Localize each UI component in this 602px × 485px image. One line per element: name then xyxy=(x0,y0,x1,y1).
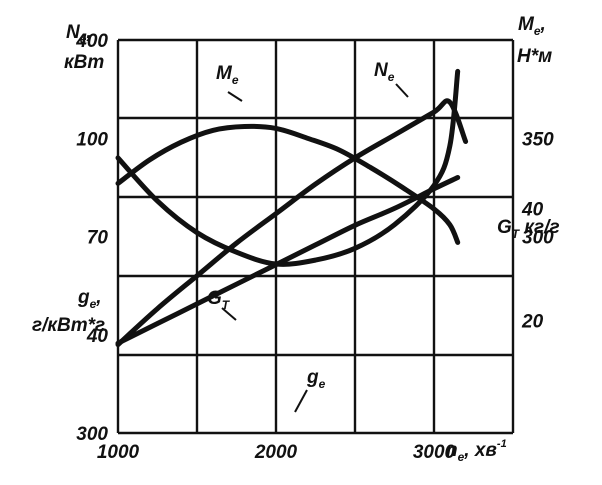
ge-tick-label: 300 xyxy=(76,424,108,445)
me-label-leader xyxy=(227,91,243,102)
ne-axis-title: Ne, xyxy=(66,22,92,46)
me-axis-unit: Н*м xyxy=(517,46,552,67)
me-curve xyxy=(115,123,461,245)
gt-tick-label: 20 xyxy=(521,312,544,333)
ge-tick-label: 400 xyxy=(75,31,108,52)
x-tick-label: 2000 xyxy=(254,442,298,463)
gt-curve-label: GT xyxy=(207,288,231,312)
chart-labels: Ne, кВт Me, Н*м GT кг/г ge, г/кВт*г ne, … xyxy=(32,14,560,464)
plot-grid xyxy=(116,38,515,435)
gt-tick-label: 40 xyxy=(521,199,544,220)
ge-axis-unit: г/кВт*г xyxy=(32,315,105,336)
tick-labels: 1000 2000 3000 40 70 100 300 400 300 350 20 40 xyxy=(75,31,554,463)
me-axis-title: Me, xyxy=(518,14,546,38)
ne-label-leader xyxy=(395,83,409,98)
me-tick-label: 350 xyxy=(522,129,554,150)
me-tick-label: 300 xyxy=(522,228,554,249)
ne-curve-label: Ne xyxy=(374,60,395,84)
ge-label-leader xyxy=(294,389,308,413)
ne-tick-label: 70 xyxy=(87,228,109,249)
gt-curve xyxy=(115,175,461,346)
x-axis-title: ne, хв-1 xyxy=(446,438,507,464)
ge-axis-title: ge, xyxy=(77,287,102,311)
x-tick-label: 3000 xyxy=(413,442,456,463)
gt-label-leader xyxy=(221,307,237,321)
x-tick-label: 1000 xyxy=(97,442,140,463)
gt-axis-title: GT кг/г xyxy=(497,217,560,241)
ne-tick-label: 40 xyxy=(86,326,109,347)
ne-tick-label: 100 xyxy=(76,129,108,150)
ne-axis-unit: кВт xyxy=(64,52,104,73)
ne-curve xyxy=(115,98,469,348)
ge-curve xyxy=(115,68,461,267)
ge-curve-label: ge xyxy=(306,367,326,391)
me-curve-label: Me xyxy=(216,63,239,87)
series-curves xyxy=(115,68,469,348)
